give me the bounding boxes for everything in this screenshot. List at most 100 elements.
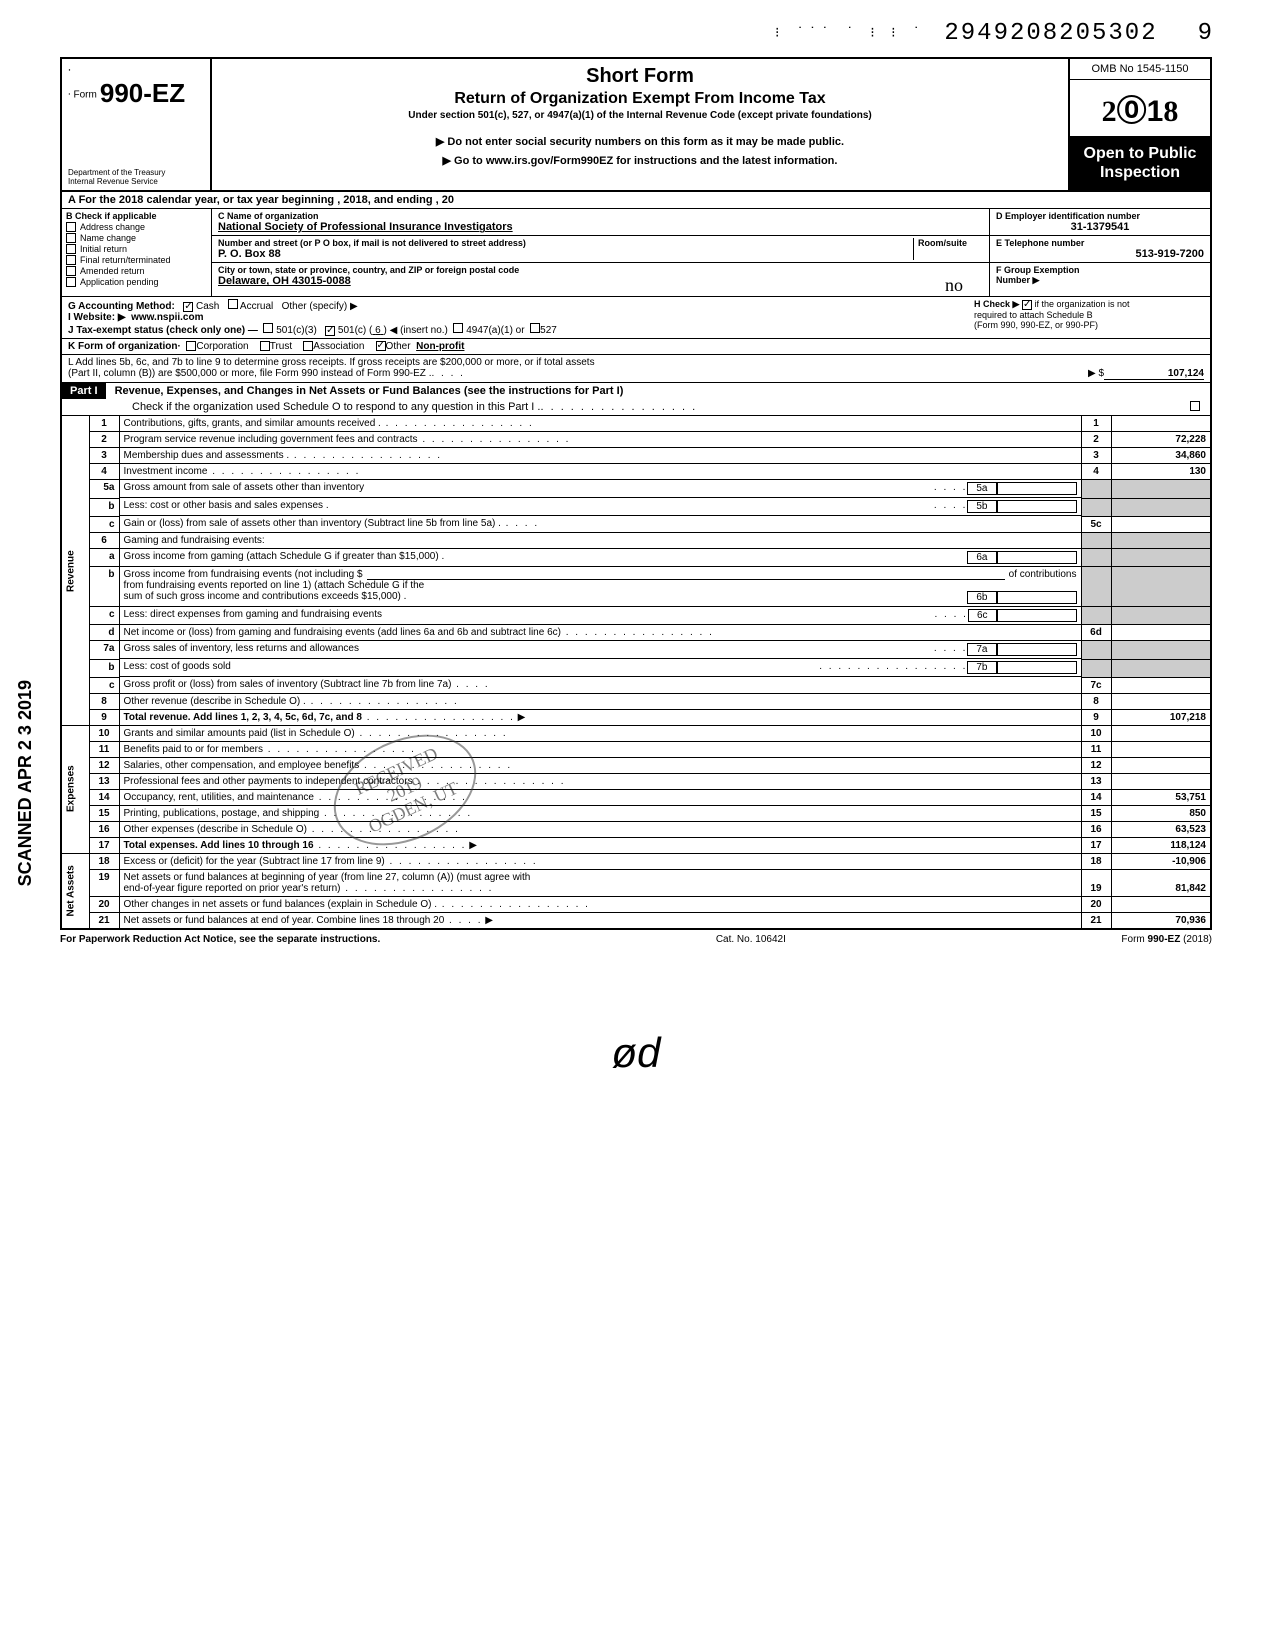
- cb-501c[interactable]: [325, 326, 335, 336]
- line-6b: b Gross income from fundraising events (…: [61, 567, 1211, 607]
- line-6a: aGross income from gaming (attach Schedu…: [61, 548, 1211, 567]
- line-1: Revenue 1Contributions, gifts, grants, a…: [61, 416, 1211, 432]
- line-7c: cGross profit or (loss) from sales of in…: [61, 677, 1211, 693]
- ein-value: 31-1379541: [996, 221, 1204, 233]
- line-8: 8Other revenue (describe in Schedule O) …: [61, 693, 1211, 709]
- form-title: Short Form: [218, 65, 1062, 88]
- cb-initial-return[interactable]: Initial return: [66, 244, 207, 254]
- part-1-badge: Part I: [62, 383, 106, 399]
- row-l-line1: L Add lines 5b, 6c, and 7b to line 9 to …: [68, 357, 1204, 368]
- ein-label: D Employer identification number: [996, 211, 1204, 221]
- tax-year: 2⓪18: [1070, 80, 1210, 136]
- line-9: 9Total revenue. Add lines 1, 2, 3, 4, 5c…: [61, 709, 1211, 725]
- cb-address-change[interactable]: Address change: [66, 222, 207, 232]
- scanned-stamp: SCANNED APR 2 3 2019: [15, 680, 36, 886]
- line-6c: cLess: direct expenses from gaming and f…: [61, 606, 1211, 625]
- line-12: 12Salaries, other compensation, and empl…: [61, 757, 1211, 773]
- box-b-checkboxes: B Check if applicable Address change Nam…: [62, 209, 212, 296]
- part-1-title: Revenue, Expenses, and Changes in Net As…: [109, 383, 630, 399]
- line-4: 4Investment income4130: [61, 464, 1211, 480]
- cb-other-org[interactable]: [376, 341, 386, 351]
- cb-527[interactable]: [530, 323, 540, 333]
- tracking-suffix: 9: [1198, 20, 1212, 47]
- cb-amended[interactable]: Amended return: [66, 266, 207, 276]
- lines-table: Revenue 1Contributions, gifts, grants, a…: [60, 416, 1212, 930]
- handwritten-no: no: [945, 275, 963, 296]
- row-l-line2: (Part II, column (B)) are $500,000 or mo…: [68, 368, 431, 380]
- footer: For Paperwork Reduction Act Notice, see …: [60, 930, 1212, 949]
- box-def: D Employer identification number 31-1379…: [990, 209, 1210, 296]
- org-name-label: C Name of organization: [218, 211, 983, 221]
- line-16: 16Other expenses (describe in Schedule O…: [61, 821, 1211, 837]
- city-value: Delaware, OH 43015-0088: [218, 275, 983, 287]
- open-public-badge: Open to Public Inspection: [1070, 136, 1210, 190]
- group-exempt-label2: Number ▶: [996, 275, 1204, 286]
- cb-501c3[interactable]: [263, 323, 273, 333]
- line-18: Net Assets 18Excess or (deficit) for the…: [61, 853, 1211, 869]
- cb-assoc[interactable]: [303, 341, 313, 351]
- row-k-org-form: K Form of organization· Corporation Trus…: [60, 339, 1212, 355]
- form-number: 990-EZ: [100, 78, 185, 108]
- row-l-arrow: ▶ $: [1088, 368, 1104, 380]
- line-14: 14Occupancy, rent, utilities, and mainte…: [61, 789, 1211, 805]
- omb-number: OMB No 1545-1150: [1070, 59, 1210, 80]
- page-header: ⁝ ˙˙˙ ˙ ⁝ ⁝ ˙ 2949208205302 9: [60, 20, 1212, 47]
- box-b-label: B Check if applicable: [66, 211, 207, 221]
- line-7a: 7aGross sales of inventory, less returns…: [61, 641, 1211, 660]
- city-label: City or town, state or province, country…: [218, 265, 983, 275]
- row-g-h: G Accounting Method: Cash Accrual Other …: [60, 297, 1212, 339]
- cb-schedule-b[interactable]: [1022, 300, 1032, 310]
- cb-schedule-o[interactable]: [1190, 401, 1200, 411]
- row-a-tax-year: A For the 2018 calendar year, or tax yea…: [60, 192, 1212, 209]
- group-exempt-label: F Group Exemption: [996, 265, 1204, 275]
- row-h-schedule-b: H Check ▶ if the organization is not req…: [974, 299, 1204, 336]
- form-id-block: ⸱ ⸱ Form 990-EZ Department of the Treasu…: [62, 59, 212, 190]
- section-bcd: B Check if applicable Address change Nam…: [60, 209, 1212, 297]
- netassets-side-label: Net Assets: [61, 853, 89, 929]
- cb-corp[interactable]: [186, 341, 196, 351]
- line-15: 15Printing, publications, postage, and s…: [61, 805, 1211, 821]
- cb-name-change[interactable]: Name change: [66, 233, 207, 243]
- tracking-marks: ⁝ ˙˙˙ ˙ ⁝ ⁝ ˙: [775, 25, 924, 42]
- cb-accrual[interactable]: [228, 299, 238, 309]
- expenses-side-label: Expenses: [61, 725, 89, 853]
- line-11: 11Benefits paid to or for members11: [61, 741, 1211, 757]
- tracking-number: 2949208205302: [944, 20, 1157, 47]
- line-5c: cGain or (loss) from sale of assets othe…: [61, 516, 1211, 532]
- tax-exempt-row: J Tax-exempt status (check only one) — 5…: [68, 323, 974, 336]
- title-block: Short Form Return of Organization Exempt…: [212, 59, 1070, 190]
- dept-label: Department of the Treasury Internal Reve…: [68, 169, 204, 187]
- cb-pending[interactable]: Application pending: [66, 277, 207, 287]
- part-1-header-row: Part I Revenue, Expenses, and Changes in…: [60, 383, 1212, 416]
- form-instr-1: ▶ Do not enter social security numbers o…: [218, 135, 1062, 148]
- cb-trust[interactable]: [260, 341, 270, 351]
- footer-right: Form 990-EZ (2018): [1121, 934, 1212, 945]
- form-prefix: ⸱ Form: [68, 89, 97, 100]
- line-21: 21Net assets or fund balances at end of …: [61, 912, 1211, 929]
- accounting-method: G Accounting Method: Cash Accrual Other …: [68, 299, 974, 312]
- cb-4947[interactable]: [453, 323, 463, 333]
- line-13: 13Professional fees and other payments t…: [61, 773, 1211, 789]
- footer-cat: Cat. No. 10642I: [716, 934, 786, 945]
- cb-final-return[interactable]: Final return/terminated: [66, 255, 207, 265]
- cb-cash[interactable]: [183, 302, 193, 312]
- line-2: 2Program service revenue including gover…: [61, 432, 1211, 448]
- line-6: 6Gaming and fundraising events:: [61, 532, 1211, 548]
- line-6d: dNet income or (loss) from gaming and fu…: [61, 625, 1211, 641]
- arrow-icon: ⸱: [68, 65, 71, 77]
- street-label: Number and street (or P O box, if mail i…: [218, 238, 913, 248]
- street-value: P. O. Box 88: [218, 248, 913, 260]
- line-10: Expenses 10Grants and similar amounts pa…: [61, 725, 1211, 741]
- footer-left: For Paperwork Reduction Act Notice, see …: [60, 934, 380, 945]
- row-l-gross-receipts: L Add lines 5b, 6c, and 7b to line 9 to …: [60, 355, 1212, 383]
- org-name-value: National Society of Professional Insuran…: [218, 221, 983, 233]
- form-subtitle: Return of Organization Exempt From Incom…: [218, 90, 1062, 108]
- initials-mark: ød: [60, 1029, 1212, 1077]
- line-19: 19Net assets or fund balances at beginni…: [61, 869, 1211, 896]
- right-block: OMB No 1545-1150 2⓪18 Open to Public Ins…: [1070, 59, 1210, 190]
- website-row: I Website: ▶ www.nspii.com: [68, 312, 974, 323]
- revenue-side-label: Revenue: [61, 416, 89, 725]
- line-5a: 5aGross amount from sale of assets other…: [61, 480, 1211, 499]
- form-header-block: ⸱ ⸱ Form 990-EZ Department of the Treasu…: [60, 57, 1212, 192]
- form-instr-2: ▶ Go to www.irs.gov/Form990EZ for instru…: [218, 154, 1062, 167]
